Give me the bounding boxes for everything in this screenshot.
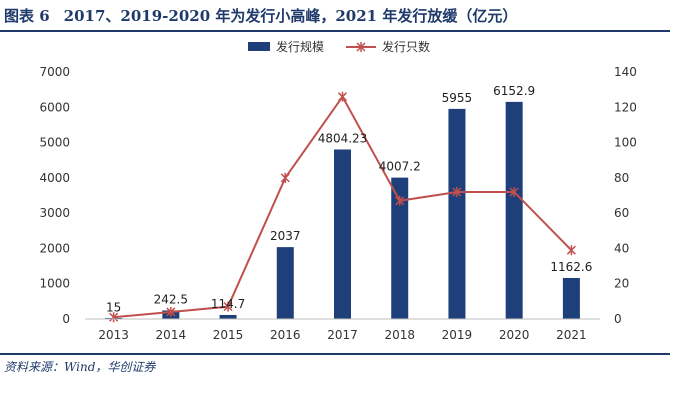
line-point [166,306,176,317]
bar [276,247,294,319]
x-tick-label: 2018 [384,328,415,342]
bar [219,314,237,319]
figure-number: 图表 6 [4,7,50,25]
bar-series [105,101,580,320]
y-left-tick-label: 6000 [39,100,70,114]
data-label: 15 [106,300,121,314]
line-series [109,91,576,323]
y-left-tick-label: 5000 [39,136,70,150]
data-label: 6152.9 [493,84,535,98]
legend: 发行规模 发行只数 [248,39,430,54]
data-label: 4804.23 [318,131,368,145]
data-label: 1162.6 [550,260,592,274]
figure-caption: 2017、2019-2020 年为发行小高峰，2021 年发行放缓（亿元） [63,7,518,25]
figure-title: 图表 6 2017、2019-2020 年为发行小高峰，2021 年发行放缓（亿元… [4,4,531,28]
x-tick-label: 2021 [556,328,587,342]
bar [391,177,409,319]
x-tick-label: 2016 [270,328,301,342]
bar [562,277,580,319]
line-point [452,186,462,197]
source-note: 资料来源：Wind，华创证券 [4,360,156,374]
data-label: 114.7 [211,297,245,311]
x-axis: 2013 2014 2015 2016 2017 2018 2019 2020 2021 [85,318,600,342]
y-left-tick-label: 7000 [39,65,70,79]
y-right-tick-label: 80 [614,171,629,185]
y-left-tick-label: 4000 [39,171,70,185]
data-labels: 15 242.5 114.7 2037 4804.23 4007.2 5955 6152.9 1… [106,84,592,315]
x-tick-label: 2019 [442,328,473,342]
x-tick-label: 2020 [499,328,530,342]
line-point [395,195,405,206]
legend-bar-label: 发行规模 [276,39,324,54]
y-right-tick-label: 120 [614,100,637,114]
line-point [223,301,233,312]
y-axis-left: 0 1000 2000 3000 4000 5000 6000 7000 [39,65,70,326]
data-label: 2037 [270,229,301,243]
y-left-tick-label: 3000 [39,206,70,220]
y-right-tick-label: 100 [614,136,637,150]
y-right-tick-label: 0 [614,312,622,326]
y-axis-right: 0 20 40 60 80 100 120 140 [614,65,637,326]
y-left-tick-label: 0 [62,312,70,326]
bar [505,101,523,319]
legend-line-label: 发行只数 [382,39,430,54]
line-point [280,172,290,183]
x-tick-label: 2015 [213,328,244,342]
line-point [337,91,348,102]
x-tick-label: 2013 [98,328,129,342]
y-right-tick-label: 20 [614,277,629,291]
data-label: 5955 [442,91,473,105]
data-label: 242.5 [154,292,188,306]
bar [448,108,466,320]
legend-bar-swatch [248,42,270,51]
y-left-tick-label: 1000 [39,277,70,291]
x-tick-label: 2017 [327,328,358,342]
bar [334,149,351,319]
bottom-rule [0,353,670,355]
line-point [109,312,119,323]
y-right-tick-label: 40 [614,241,629,255]
data-label: 4007.2 [379,160,421,174]
line-point [566,245,576,256]
x-tick-label: 2014 [156,328,187,342]
legend-line-marker [356,42,366,52]
y-left-tick-label: 2000 [39,241,70,255]
line-point [509,186,519,197]
y-right-tick-label: 60 [614,206,629,220]
y-right-tick-label: 140 [614,65,637,79]
top-rule [0,30,670,32]
